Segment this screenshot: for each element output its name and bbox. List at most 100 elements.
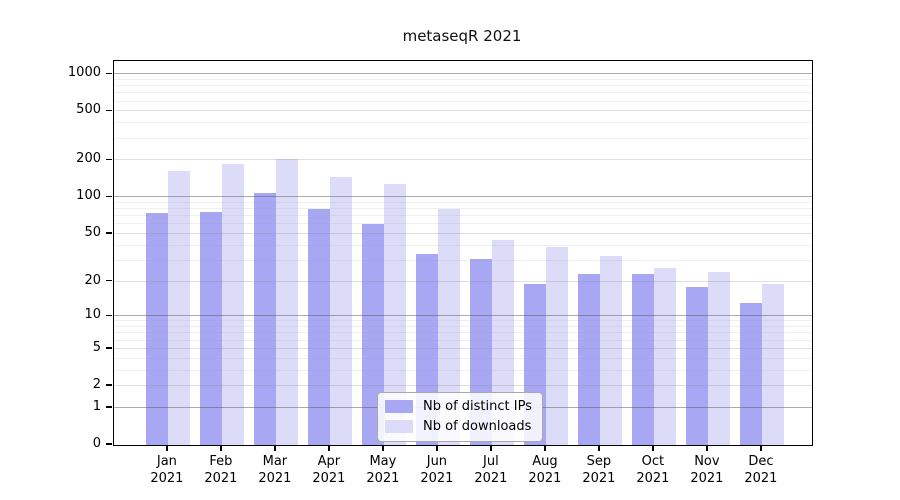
gridline-800 bbox=[114, 85, 812, 87]
bar-distinct-ips-apr bbox=[307, 208, 330, 445]
gridline-300 bbox=[114, 137, 812, 139]
y-tick-label-2: 2 bbox=[92, 377, 101, 393]
bar-downloads-dec bbox=[761, 284, 784, 445]
x-tick-label-mar: Mar 2021 bbox=[258, 454, 292, 486]
legend-item-distinct-ips: Nb of distinct IPs bbox=[385, 399, 532, 414]
bar-distinct-ips-nov bbox=[685, 287, 708, 445]
y-tick-mark-0 bbox=[106, 443, 112, 445]
bar-distinct-ips-mar bbox=[253, 192, 276, 445]
y-tick-mark-2 bbox=[106, 384, 112, 386]
x-tick-mark-jul bbox=[490, 445, 492, 451]
x-tick-mark-oct bbox=[652, 445, 654, 451]
gridline-40 bbox=[114, 244, 812, 246]
y-tick-label-200: 200 bbox=[76, 151, 101, 167]
bar-distinct-ips-sep bbox=[577, 274, 600, 445]
bar-distinct-ips-may bbox=[361, 224, 384, 445]
y-tick-mark-1 bbox=[106, 406, 112, 408]
bar-distinct-ips-jan bbox=[145, 212, 168, 445]
y-tick-label-10: 10 bbox=[84, 307, 101, 323]
gridline-30 bbox=[114, 259, 812, 261]
chart-title: metaseqR 2021 bbox=[402, 27, 522, 45]
gridline-8 bbox=[114, 326, 812, 328]
x-tick-mark-feb bbox=[220, 445, 222, 451]
bar-downloads-sep bbox=[599, 255, 622, 445]
gridline-3 bbox=[114, 369, 812, 371]
gridline-700 bbox=[114, 92, 812, 94]
y-tick-mark-50 bbox=[106, 232, 112, 234]
x-tick-label-nov: Nov 2021 bbox=[690, 454, 724, 486]
y-tick-label-50: 50 bbox=[84, 225, 101, 241]
y-tick-mark-500 bbox=[106, 109, 112, 112]
bar-downloads-oct bbox=[653, 268, 676, 445]
gridline-80 bbox=[114, 208, 812, 210]
bar-distinct-ips-feb bbox=[199, 211, 222, 445]
gridline-60 bbox=[114, 223, 812, 225]
x-tick-label-sep: Sep 2021 bbox=[582, 454, 616, 486]
y-tick-label-1: 1 bbox=[92, 398, 101, 414]
y-tick-label-1000: 1000 bbox=[67, 65, 101, 81]
bar-downloads-may bbox=[383, 184, 406, 445]
gridline-5 bbox=[114, 347, 812, 349]
gridline-1000 bbox=[114, 73, 812, 75]
x-tick-label-jan: Jan 2021 bbox=[150, 454, 184, 486]
bar-downloads-mar bbox=[275, 158, 298, 445]
x-tick-label-dec: Dec 2021 bbox=[744, 454, 778, 486]
y-tick-mark-100 bbox=[106, 195, 112, 198]
gridline-50 bbox=[114, 233, 812, 235]
bar-downloads-apr bbox=[329, 176, 352, 445]
gridline-200 bbox=[114, 159, 812, 161]
gridline-4 bbox=[114, 357, 812, 359]
x-tick-mark-dec bbox=[760, 445, 762, 451]
x-tick-mark-sep bbox=[598, 445, 600, 451]
bar-distinct-ips-oct bbox=[631, 274, 654, 445]
gridline-400 bbox=[114, 122, 812, 124]
legend-label-downloads: Nb of downloads bbox=[423, 419, 532, 434]
x-tick-label-jul: Jul 2021 bbox=[474, 454, 508, 486]
gridline-600 bbox=[114, 100, 812, 102]
gridline-500 bbox=[114, 110, 812, 112]
bar-downloads-aug bbox=[545, 247, 568, 445]
gridline-9 bbox=[114, 320, 812, 322]
y-tick-mark-200 bbox=[106, 158, 112, 161]
bar-downloads-feb bbox=[221, 163, 244, 445]
y-tick-label-0: 0 bbox=[92, 436, 101, 451]
gridline-10 bbox=[114, 315, 812, 317]
x-tick-mark-apr bbox=[328, 445, 330, 451]
bar-downloads-jan bbox=[167, 171, 190, 445]
bar-distinct-ips-dec bbox=[739, 303, 762, 445]
y-tick-label-100: 100 bbox=[76, 188, 101, 204]
gridline-900 bbox=[114, 78, 812, 80]
x-tick-label-aug: Aug 2021 bbox=[528, 454, 562, 486]
y-tick-mark-5 bbox=[106, 347, 112, 349]
x-tick-label-feb: Feb 2021 bbox=[204, 454, 238, 486]
x-tick-mark-mar bbox=[274, 445, 276, 451]
y-tick-label-500: 500 bbox=[76, 102, 101, 118]
legend: Nb of distinct IPs Nb of downloads bbox=[377, 392, 543, 442]
gridline-7 bbox=[114, 332, 812, 334]
gridline-6 bbox=[114, 339, 812, 341]
y-tick-mark-1000 bbox=[106, 72, 112, 75]
y-tick-mark-20 bbox=[106, 279, 112, 282]
x-tick-label-apr: Apr 2021 bbox=[312, 454, 346, 486]
gridline-70 bbox=[114, 215, 812, 217]
x-tick-label-may: May 2021 bbox=[366, 454, 400, 486]
legend-swatch-downloads bbox=[385, 420, 413, 433]
bar-downloads-jun bbox=[437, 209, 460, 445]
gridline-100 bbox=[114, 196, 812, 198]
x-tick-mark-jan bbox=[166, 445, 168, 451]
gridline-90 bbox=[114, 201, 812, 203]
x-tick-label-jun: Jun 2021 bbox=[420, 454, 454, 486]
x-tick-mark-nov bbox=[706, 445, 708, 451]
x-tick-mark-aug bbox=[544, 445, 546, 451]
x-tick-label-oct: Oct 2021 bbox=[636, 454, 670, 486]
gridline-20 bbox=[114, 280, 812, 282]
legend-swatch-distinct-ips bbox=[385, 400, 413, 413]
x-tick-mark-jun bbox=[436, 445, 438, 451]
x-tick-mark-may bbox=[382, 445, 384, 451]
y-tick-label-20: 20 bbox=[84, 272, 101, 288]
y-tick-mark-10 bbox=[106, 314, 112, 317]
legend-label-distinct-ips: Nb of distinct IPs bbox=[423, 399, 532, 414]
legend-item-downloads: Nb of downloads bbox=[385, 419, 532, 434]
y-tick-label-5: 5 bbox=[92, 339, 101, 355]
